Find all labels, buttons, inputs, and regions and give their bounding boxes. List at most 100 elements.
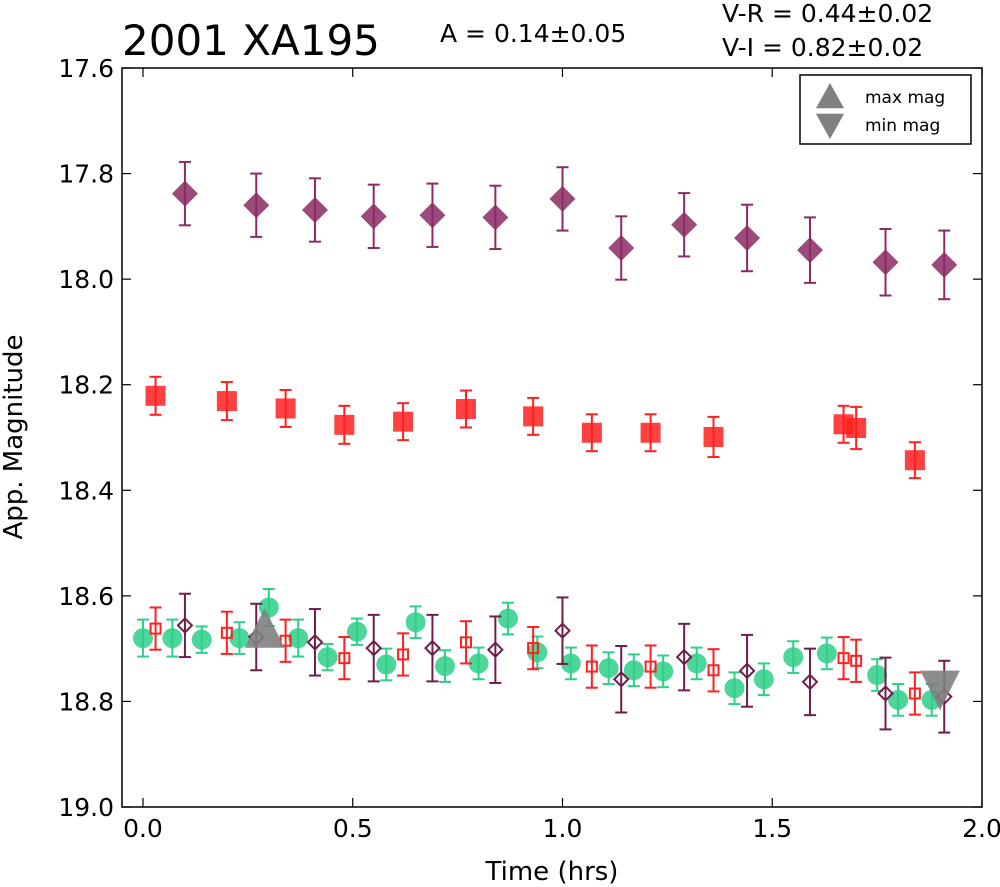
data-point — [279, 618, 292, 663]
data-point — [612, 645, 630, 714]
circle-marker — [686, 653, 707, 674]
data-point — [850, 638, 863, 683]
y-tick-label: 18.4 — [58, 476, 114, 505]
y-tick-label: 18.2 — [58, 371, 114, 400]
square-marker — [338, 652, 351, 665]
circle-marker — [783, 647, 804, 668]
data-point — [486, 615, 504, 684]
data-point — [435, 649, 456, 683]
square-marker — [850, 654, 863, 667]
data-point — [783, 640, 804, 674]
diamond-marker — [872, 249, 899, 276]
amplitude-annotation: A = 0.14±0.05 — [440, 19, 626, 48]
data-point — [145, 375, 166, 416]
data-point — [527, 626, 540, 671]
diamond-marker — [171, 180, 198, 207]
data-point — [867, 658, 888, 692]
circle-marker — [191, 629, 212, 650]
data-point — [460, 620, 472, 665]
circle-marker — [653, 661, 674, 682]
data-point — [581, 413, 602, 453]
diamond-marker — [549, 185, 576, 212]
circle-marker — [598, 658, 619, 679]
data-point — [419, 182, 446, 248]
square-marker — [393, 411, 414, 432]
diamond-marker — [612, 670, 630, 688]
square-marker — [275, 398, 296, 419]
data-point — [162, 618, 183, 658]
data-point — [707, 648, 720, 693]
data-point — [360, 183, 387, 249]
y-tick-label: 17.8 — [58, 160, 114, 189]
series-I-band-shifted — [176, 592, 953, 734]
square-marker — [640, 422, 661, 443]
data-point — [738, 633, 756, 708]
y-tick-label: 17.6 — [58, 54, 114, 83]
title-group: 2001 XA195 A = 0.14±0.05 V-R = 0.44±0.02… — [122, 0, 933, 65]
diamond-marker — [360, 203, 387, 230]
square-marker — [581, 422, 602, 443]
data-point — [243, 172, 270, 238]
max-mag-marker — [244, 608, 285, 648]
legend-triangle-down-icon — [816, 113, 844, 139]
data-point — [216, 381, 237, 422]
v-r-annotation: V-R = 0.44±0.02 — [722, 0, 933, 28]
circle-marker — [497, 608, 518, 629]
legend-label: min mag — [865, 116, 940, 136]
data-point — [816, 636, 837, 671]
data-point — [424, 613, 441, 683]
x-tick-label: 1.5 — [752, 814, 792, 843]
diamond-marker — [675, 648, 693, 666]
circle-marker — [132, 628, 153, 649]
circle-marker — [753, 669, 774, 690]
data-point — [149, 606, 162, 651]
x-tick-label: 1.0 — [543, 814, 583, 843]
square-marker — [145, 385, 166, 406]
data-point — [623, 653, 644, 688]
diamond-marker — [671, 211, 698, 238]
circle-marker — [867, 665, 888, 686]
data-point — [317, 642, 338, 672]
square-marker — [456, 398, 476, 419]
data-point — [703, 415, 724, 459]
data-point — [549, 166, 576, 232]
data-point — [405, 605, 426, 640]
series-R-band — [145, 375, 925, 480]
min-mag-marker — [920, 670, 960, 711]
x-tick-label: 0.5 — [333, 814, 373, 843]
data-point — [288, 618, 309, 658]
diamond-marker — [734, 224, 761, 251]
data-point — [846, 405, 867, 451]
circle-marker — [346, 621, 367, 642]
square-marker — [527, 642, 540, 655]
circle-marker — [405, 612, 426, 633]
square-marker — [220, 626, 233, 639]
square-marker — [334, 414, 355, 435]
square-marker — [585, 660, 598, 673]
chart-title: 2001 XA195 — [122, 16, 380, 65]
data-point — [376, 647, 397, 682]
data-point — [334, 404, 355, 445]
diamond-marker — [877, 685, 894, 702]
data-point — [931, 229, 958, 301]
data-point — [908, 671, 921, 716]
data-point — [497, 601, 518, 636]
square-marker — [216, 391, 237, 412]
legend: max mag min mag — [799, 74, 972, 145]
data-point — [468, 646, 489, 681]
data-point — [365, 613, 383, 683]
diamond-marker — [482, 204, 509, 231]
data-point — [397, 632, 410, 677]
data-point — [753, 662, 774, 697]
diamond-marker — [419, 202, 446, 229]
data-point — [306, 608, 324, 677]
diamond-marker — [801, 673, 819, 691]
square-marker — [523, 406, 544, 427]
square-marker — [904, 450, 925, 471]
square-marker — [837, 652, 850, 665]
circle-marker — [468, 653, 489, 674]
diamond-marker — [797, 237, 823, 264]
data-point — [338, 636, 351, 681]
data-point — [482, 184, 509, 251]
